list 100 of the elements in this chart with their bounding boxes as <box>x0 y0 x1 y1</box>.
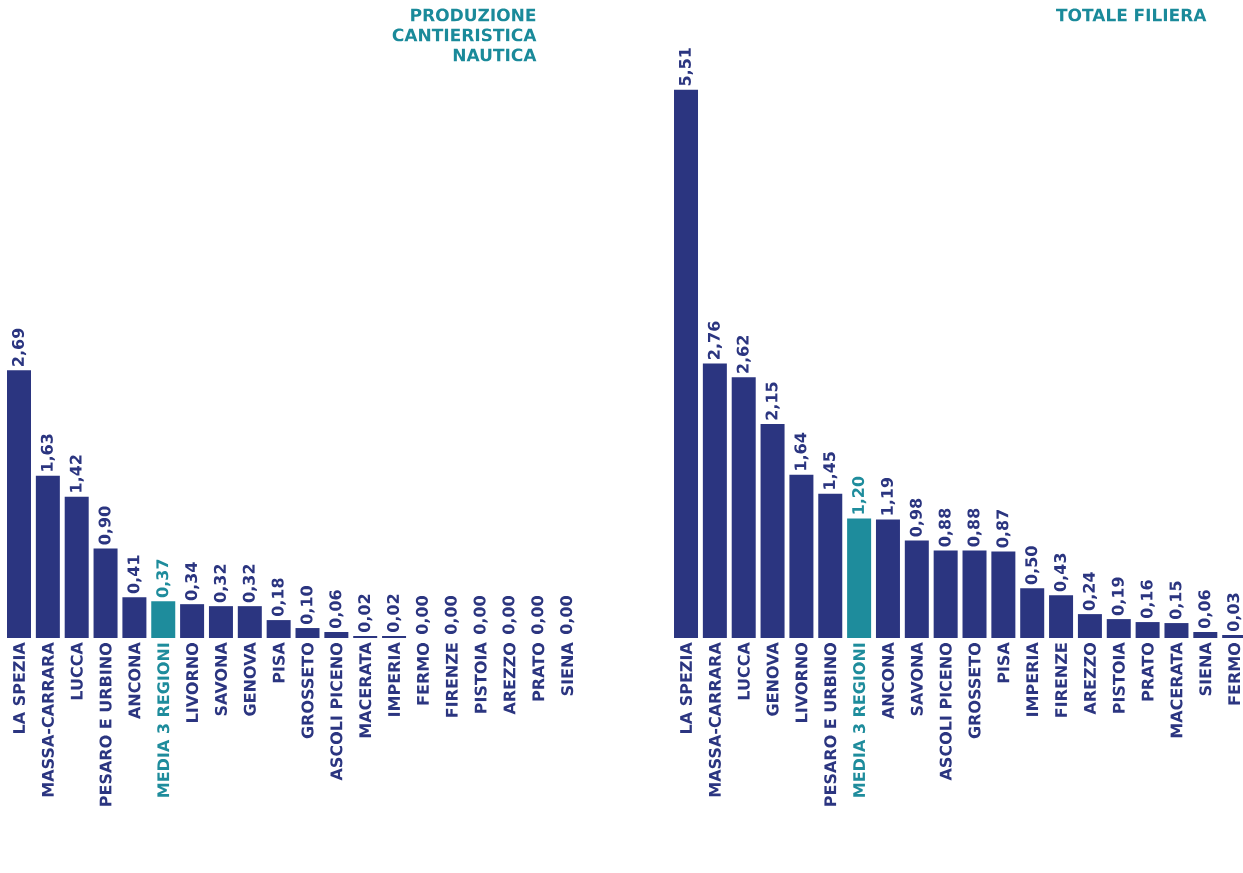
bar <box>7 370 31 638</box>
x-tick-label: SIENA <box>1199 642 1212 696</box>
data-label: 0,00 <box>473 596 488 635</box>
bar <box>933 550 958 638</box>
x-tick-label: FERMO <box>1228 643 1241 705</box>
bar <box>35 475 60 638</box>
data-label: 0,03 <box>1227 593 1242 632</box>
x-tick-label: IMPERIA <box>388 642 400 716</box>
x-tick-label: GENOVA <box>766 642 779 716</box>
data-label: 0,10 <box>300 586 315 625</box>
chart-title: PRODUZIONE CANTIERISTICA NAUTICA <box>392 8 537 62</box>
bar <box>1164 623 1189 638</box>
data-label: 0,50 <box>1025 546 1040 585</box>
x-tick-label: GENOVA <box>243 642 256 716</box>
data-label: 0,32 <box>242 564 257 603</box>
chart-title: TOTALE FILIERA <box>1056 8 1207 22</box>
data-label: 1,42 <box>69 455 84 492</box>
x-tick-label: FERMO <box>416 643 429 705</box>
bar <box>122 597 147 638</box>
x-tick-label: LIVORNO <box>795 643 808 722</box>
x-tick-label: FIRENZE <box>1055 643 1067 717</box>
x-tick-label: FIRENZE <box>445 643 458 717</box>
x-tick-label: ASCOLI PICENO <box>939 643 952 781</box>
data-label: 0,16 <box>1140 580 1155 619</box>
data-label: 0,37 <box>156 559 171 598</box>
x-tick-label: LA SPEZIA <box>12 642 26 733</box>
data-label: 1,45 <box>823 452 838 489</box>
data-label: 0,88 <box>967 508 982 547</box>
bar <box>295 628 320 638</box>
data-label: 0,98 <box>909 498 924 537</box>
bar <box>702 363 727 638</box>
bar <box>266 620 291 638</box>
data-label: 0,87 <box>996 510 1011 548</box>
data-label: 0,00 <box>531 596 546 635</box>
bar <box>991 551 1016 638</box>
data-label: 1,64 <box>794 432 809 470</box>
bar <box>208 606 233 638</box>
data-label: 0,43 <box>1053 553 1069 592</box>
x-tick-label: AREZZO <box>503 643 516 715</box>
x-tick-label: MASSA-CARRARA <box>41 642 54 797</box>
x-tick-label: PESARO E URBINO <box>99 643 112 806</box>
data-label: 2,62 <box>736 336 751 373</box>
data-label: 0,00 <box>502 596 517 635</box>
x-tick-label: IMPERIA <box>1026 642 1039 716</box>
x-tick-label: LUCCA <box>70 642 83 700</box>
data-label: 2,69 <box>11 328 27 366</box>
bar <box>875 519 900 638</box>
x-tick-label: PISA <box>272 642 285 683</box>
data-label: 5,51 <box>679 48 693 86</box>
x-tick-label: PISA <box>997 642 1010 683</box>
x-tick-label: MEDIA 3 REGIONI <box>853 643 866 797</box>
data-label: 0,06 <box>1198 590 1213 629</box>
x-tick-label: SIENA <box>561 642 574 696</box>
x-tick-label: PRATO <box>532 642 545 701</box>
bar <box>847 518 872 638</box>
bar <box>1049 595 1074 638</box>
x-tick-label: MACERATA <box>1170 642 1183 738</box>
bar <box>1135 622 1160 638</box>
bar <box>180 604 205 638</box>
bar <box>1020 588 1045 638</box>
x-tick-label: MASSA-CARRARA <box>708 642 721 797</box>
bar <box>962 550 987 638</box>
data-label: 0,06 <box>329 590 344 629</box>
data-label: 0,41 <box>127 555 142 594</box>
data-label: 0,00 <box>415 596 430 635</box>
x-tick-label: LA SPEZIA <box>679 642 693 733</box>
bar <box>760 424 785 638</box>
data-label: 0,90 <box>98 506 113 545</box>
bar <box>731 377 756 638</box>
x-tick-label: PISTOIA <box>1112 642 1125 713</box>
x-tick-label: PESARO E URBINO <box>824 643 837 806</box>
bar <box>64 496 89 638</box>
x-tick-label: SAVONA <box>910 642 923 716</box>
x-tick-label: PRATO <box>1141 642 1154 701</box>
data-label: 0,00 <box>444 596 459 635</box>
x-tick-label: PISTOIA <box>474 642 487 713</box>
x-tick-label: LIVORNO <box>186 643 199 722</box>
data-label: 0,34 <box>185 562 200 601</box>
x-tick-label: GROSSETO <box>968 643 981 739</box>
data-label: 0,18 <box>271 578 286 617</box>
data-label: 2,76 <box>707 321 722 359</box>
bar <box>789 474 814 638</box>
x-tick-label: SAVONA <box>214 642 228 716</box>
bar <box>1106 619 1131 638</box>
data-label: 0,19 <box>1111 577 1126 616</box>
bar <box>1193 632 1218 638</box>
data-label: 0,02 <box>358 594 373 633</box>
x-tick-label: ANCONA <box>881 642 895 720</box>
data-label: 2,15 <box>765 382 780 420</box>
data-label: 0,15 <box>1169 581 1184 620</box>
bar <box>674 89 699 638</box>
x-tick-label: GROSSETO <box>301 643 314 739</box>
data-label: 0,00 <box>560 596 575 635</box>
bar <box>151 601 176 638</box>
bar <box>904 540 929 638</box>
x-tick-label: ASCOLI PICENO <box>330 643 343 781</box>
bar <box>324 632 349 638</box>
x-tick-label: ANCONA <box>128 642 141 720</box>
data-label: 0,24 <box>1082 572 1097 611</box>
bar <box>1077 614 1102 638</box>
